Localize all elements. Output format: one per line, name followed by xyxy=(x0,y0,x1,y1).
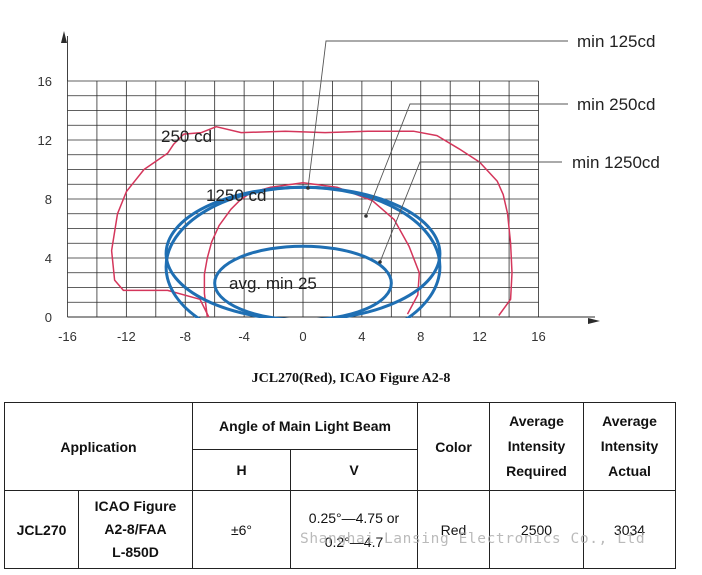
cell-h: ±6° xyxy=(192,490,291,569)
contour-avg-min-25 xyxy=(213,244,393,318)
cell-actual: 3034 xyxy=(583,490,676,569)
x-tick-label: -16 xyxy=(58,329,77,344)
contour-min-250cd xyxy=(164,185,442,318)
cell-required: 2500 xyxy=(489,490,584,569)
y-tick-label: 12 xyxy=(38,133,52,148)
x-tick-label: 12 xyxy=(472,329,486,344)
header-avg-required-line3: Required xyxy=(506,463,567,479)
cell-standard-line1: ICAO Figure xyxy=(94,498,177,514)
header-application: Application xyxy=(4,402,193,491)
header-avg-required: Average Intensity Required xyxy=(489,402,584,491)
y-axis-arrow xyxy=(61,31,67,43)
callout-label: min 1250cd xyxy=(572,153,660,172)
callout-leader xyxy=(379,161,562,263)
header-avg-actual: Average Intensity Actual xyxy=(583,402,676,491)
spec-table: Application Angle of Main Light Beam Col… xyxy=(4,402,676,569)
header-avg-actual-line3: Actual xyxy=(608,463,651,479)
header-avg-required-line1: Average xyxy=(509,413,564,429)
curve-label: 250 cd xyxy=(161,127,212,146)
header-v: V xyxy=(290,449,418,491)
x-tick-label: 0 xyxy=(299,329,306,344)
cell-model: JCL270 xyxy=(4,490,79,569)
curve-label: avg. min 25 xyxy=(229,274,317,293)
axes xyxy=(61,31,600,324)
x-tick-label: 16 xyxy=(531,329,545,344)
header-avg-actual-line2: Intensity xyxy=(600,438,659,454)
curve-label: 1250 cd xyxy=(206,186,267,205)
x-tick-label: 4 xyxy=(358,329,365,344)
cell-standard-line2: A2-8/FAA xyxy=(104,521,167,537)
cell-v-line2: 0.2°—4.7 xyxy=(324,533,384,550)
cell-standard: ICAO Figure A2-8/FAA L-850D xyxy=(78,490,193,569)
cell-v: 0.25°—4.75 or 0.2°—4.7 xyxy=(290,490,418,569)
watermark-text: Shanghai Lansing Electronics Co., Ltd xyxy=(300,531,646,547)
callout-leader xyxy=(307,40,568,189)
header-angle: Angle of Main Light Beam xyxy=(192,402,418,450)
contours xyxy=(110,125,513,318)
callout-arrowhead xyxy=(378,260,382,264)
isocandela-diagram: -16 -12 -8 -4 0 4 8 12 16 0 4 8 12 16 250 cd 1250 cd avg… xyxy=(38,31,660,344)
callout-leaders xyxy=(306,40,568,264)
cell-v-line1: 0.25°—4.75 or xyxy=(308,509,400,526)
x-axis-arrow xyxy=(588,318,600,324)
callout-label: min 125cd xyxy=(577,32,655,51)
y-tick-label: 16 xyxy=(38,74,52,89)
contour-actual-250cd xyxy=(110,125,513,318)
cell-color: Red xyxy=(417,490,490,569)
callout-label: min 250cd xyxy=(577,95,655,114)
x-tick-label: -12 xyxy=(117,329,136,344)
x-tick-label: -4 xyxy=(238,329,250,344)
cell-standard-line3: L-850D xyxy=(112,544,159,560)
header-avg-actual-line1: Average xyxy=(602,413,657,429)
header-color: Color xyxy=(417,402,490,491)
x-tick-label: 8 xyxy=(417,329,424,344)
callout-arrowhead xyxy=(306,186,310,190)
labels: -16 -12 -8 -4 0 4 8 12 16 0 4 8 12 16 250 cd 1250 cd avg… xyxy=(38,32,660,344)
figure-caption: JCL270(Red), ICAO Figure A2-8 xyxy=(251,371,451,386)
y-tick-label: 8 xyxy=(45,192,52,207)
y-tick-label: 4 xyxy=(45,251,52,266)
y-tick-label: 0 xyxy=(45,310,52,325)
header-h: H xyxy=(192,449,291,491)
header-avg-required-line2: Intensity xyxy=(507,438,566,454)
callout-arrowhead xyxy=(364,214,368,218)
callout-leader xyxy=(365,103,568,217)
x-tick-label: -8 xyxy=(179,329,191,344)
